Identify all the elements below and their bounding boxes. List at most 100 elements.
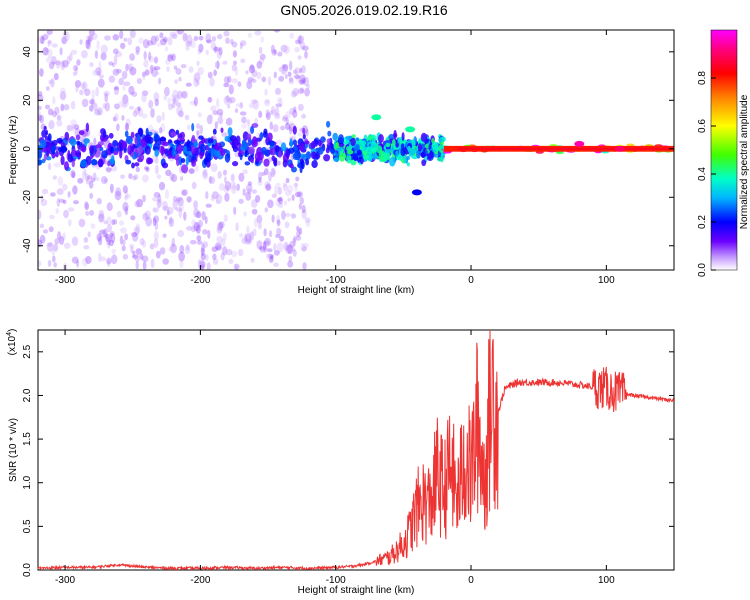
snr-y-tick-label: 1.5 xyxy=(22,432,33,446)
spectrogram-speckle xyxy=(265,109,270,118)
spectrogram-speckle xyxy=(298,227,303,235)
spectrogram-speckle xyxy=(290,90,297,98)
spectrogram-speckle xyxy=(292,249,297,257)
spectrogram-speckle xyxy=(71,160,76,168)
spectrogram-speckle xyxy=(241,237,247,244)
spectrogram-speckle xyxy=(421,159,427,167)
spectrogram-speckle xyxy=(299,87,305,94)
spectrogram-speckle xyxy=(182,32,188,42)
spectrogram-speckle xyxy=(157,194,162,203)
spectrogram-speckle xyxy=(171,237,175,248)
spectrogram-speckle xyxy=(156,198,163,204)
spectrogram-speckle xyxy=(234,150,240,158)
spectrogram-speckle xyxy=(85,177,91,185)
spectrogram-speckle xyxy=(67,207,75,212)
spectrogram-speckle xyxy=(112,140,119,147)
spectrogram-speckle xyxy=(100,128,106,135)
spectrogram-speckle xyxy=(40,198,48,207)
snr-y-tick-label: 1.0 xyxy=(22,475,33,489)
spectrogram-speckle xyxy=(85,35,93,42)
spectrogram-speckle xyxy=(152,207,160,213)
spectrogram-speckle xyxy=(98,252,102,263)
spectrogram-speckle xyxy=(73,124,80,130)
spectrogram-speckle xyxy=(73,65,78,72)
spectrogram-speckle xyxy=(301,209,307,220)
spectrogram-speckle xyxy=(112,48,119,55)
spectrogram-speckle xyxy=(144,210,151,220)
spectrogram-speckle xyxy=(219,112,223,118)
spectrogram-speckle xyxy=(267,76,272,86)
spectrogram-speckle xyxy=(74,80,82,88)
spectrogram-speckle xyxy=(55,208,59,214)
spectrogram-speckle xyxy=(160,38,167,46)
spectrogram-speckle xyxy=(160,145,165,156)
spectrogram-speckle xyxy=(106,257,112,265)
spectrogram-speckle xyxy=(168,246,173,252)
spectrogram-speckle xyxy=(265,253,271,260)
spectrogram-speckle xyxy=(250,158,254,164)
spectrogram-speckle xyxy=(201,211,206,221)
spectrogram-speckle xyxy=(234,264,239,270)
spectrogram-speckle xyxy=(155,250,161,259)
spectrogram-speckle xyxy=(271,193,277,198)
spectrogram-speckle xyxy=(131,254,139,260)
spectrogram-speckle xyxy=(124,122,129,132)
spectrogram-speckle xyxy=(104,160,108,165)
spectrogram-speckle xyxy=(295,39,301,45)
snr-y-tick-label: 0.0 xyxy=(22,563,33,577)
spectrogram-speckle xyxy=(216,236,224,243)
spectrogram-speckle xyxy=(230,184,237,194)
spectrogram-speckle xyxy=(191,219,196,227)
spectrogram-speckle xyxy=(217,222,224,231)
spectrogram-speckle xyxy=(64,131,70,141)
spectrogram-speckle xyxy=(227,75,232,83)
spectrogram-speckle xyxy=(188,66,194,73)
spectrogram-speckle xyxy=(83,138,90,144)
spectrogram-speckle xyxy=(178,156,183,166)
spectrogram-speckle xyxy=(79,39,83,45)
spectrogram-speckle xyxy=(184,114,190,121)
spectrogram-speckle xyxy=(217,34,223,40)
spectrogram-speckle xyxy=(275,103,283,108)
spectrogram-speckle xyxy=(197,259,203,264)
spectrogram-speckle xyxy=(167,54,174,62)
spectrogram-speckle xyxy=(98,158,103,168)
spectrogram-speckle xyxy=(78,218,86,228)
spectrogram-speckle xyxy=(162,258,169,265)
spectrogram-speckle xyxy=(73,200,79,205)
spectrogram-speckle xyxy=(201,243,206,253)
spectrogram-speckle xyxy=(256,214,263,224)
spectrogram-speckle xyxy=(395,142,399,148)
spectrogram-speckle xyxy=(56,197,60,207)
spectrogram-speckle xyxy=(332,132,339,141)
spectrogram-speckle xyxy=(99,229,106,238)
spectrogram-speckle xyxy=(289,240,295,249)
spectrogram-speckle xyxy=(116,210,122,218)
spectrogram-speckle xyxy=(273,162,277,167)
spectrogram-speckle xyxy=(258,246,263,251)
spectrogram-speckle xyxy=(258,220,262,229)
spectrogram-speckle xyxy=(392,139,396,146)
spectrogram-speckle xyxy=(104,92,109,103)
spectrogram-speckle xyxy=(56,115,61,121)
spectrogram-speckle xyxy=(100,52,107,61)
spectrogram-speckle xyxy=(237,81,242,87)
spectrogram-speckle xyxy=(288,77,294,83)
spectrogram-speckle xyxy=(180,158,186,163)
spectrogram-speckle xyxy=(53,262,57,268)
spectrogram-speckle xyxy=(71,123,75,132)
spectrogram-speckle xyxy=(171,148,177,157)
spectrogram-speckle xyxy=(148,55,155,63)
spectrogram-speckle xyxy=(109,231,115,236)
spectrogram-speckle xyxy=(248,102,254,109)
spectrogram-speckle xyxy=(132,110,138,117)
spectrogram-speckle xyxy=(143,59,149,68)
spectrogram-speckle xyxy=(352,153,359,162)
spectrogram-speckle xyxy=(38,94,44,102)
spectrogram-speckle xyxy=(164,215,168,220)
spectrogram-speckle xyxy=(274,112,281,120)
spectrogram-speckle xyxy=(135,223,141,234)
spectrogram-speckle xyxy=(71,236,79,246)
spectrogram-speckle xyxy=(54,238,61,245)
